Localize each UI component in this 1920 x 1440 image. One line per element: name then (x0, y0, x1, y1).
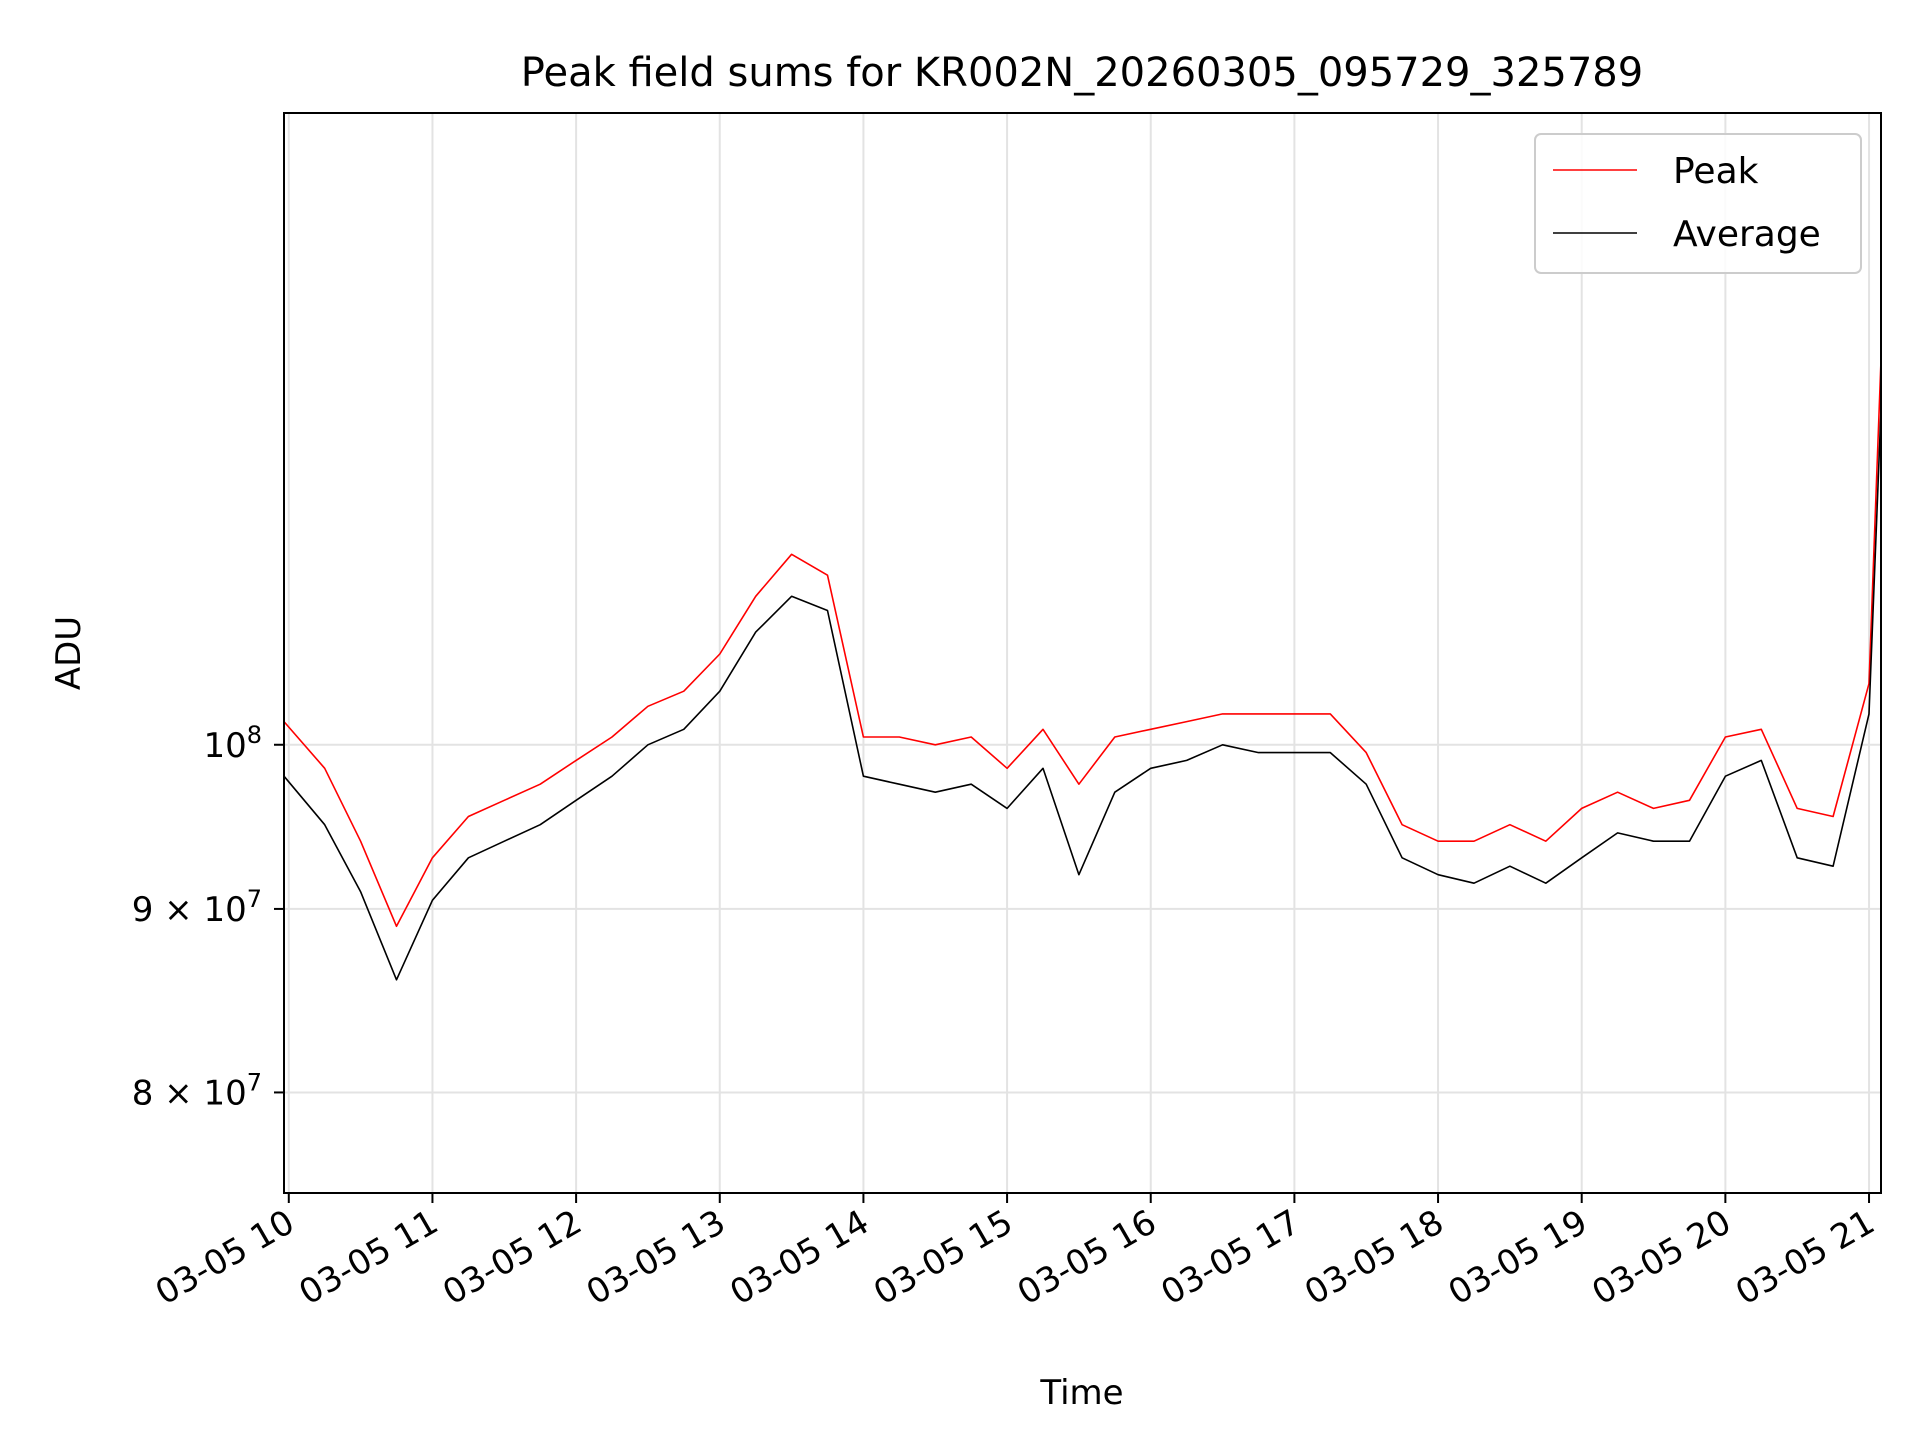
series-layer (283, 360, 1882, 981)
y-tick-label: 108 (203, 721, 262, 766)
plot-frame (283, 112, 1882, 1194)
series-line-peak (283, 360, 1882, 928)
legend-box (1534, 133, 1862, 274)
y-axis: 8 × 107 9 × 107 108 (132, 721, 284, 1113)
legend-label-peak: Peak (1673, 151, 1759, 192)
y-tick-label: 9 × 107 (132, 885, 262, 930)
series-line-average (283, 409, 1882, 981)
legend: Peak Average (1534, 133, 1862, 274)
y-axis-title: ADU (49, 616, 89, 690)
legend-label-average: Average (1673, 214, 1821, 255)
chart-title: Peak field sums for KR002N_20260305_0957… (521, 50, 1643, 96)
grid (284, 113, 1881, 1193)
y-tick-label: 8 × 107 (132, 1068, 262, 1113)
x-axis-title: Time (1039, 1373, 1123, 1413)
